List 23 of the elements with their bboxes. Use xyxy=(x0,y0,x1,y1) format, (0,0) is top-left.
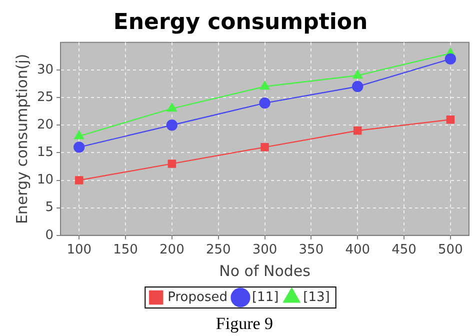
y-tick-label: 0 xyxy=(45,228,54,243)
y-axis-title: Energy consumption(j) xyxy=(12,54,31,224)
x-tick-label: 450 xyxy=(392,242,416,258)
y-tick-label: 15 xyxy=(36,145,54,160)
legend-label: Proposed xyxy=(168,290,228,305)
y-tick-label: 25 xyxy=(36,90,54,105)
x-tick-label: 100 xyxy=(66,242,92,258)
x-tick-label: 300 xyxy=(252,242,278,258)
legend-label: [11] xyxy=(252,290,279,305)
legend-label: [13] xyxy=(303,290,330,305)
x-tick-label: 400 xyxy=(345,242,370,258)
x-tick-label: 250 xyxy=(206,242,231,258)
x-tick-label: 500 xyxy=(438,242,463,258)
y-tick-label: 10 xyxy=(36,172,54,188)
x-tick-label: 350 xyxy=(298,242,324,258)
y-tick-label: 30 xyxy=(36,62,54,78)
x-axis-title: No of Nodes xyxy=(219,262,311,280)
caption: Figure 9 xyxy=(214,314,274,334)
y-tick-label: 20 xyxy=(36,117,54,132)
chart-title: Energy consumption xyxy=(113,10,368,35)
y-tick-label: 5 xyxy=(45,200,54,216)
x-tick-label: 200 xyxy=(160,242,184,258)
x-tick-label: 150 xyxy=(113,242,138,258)
